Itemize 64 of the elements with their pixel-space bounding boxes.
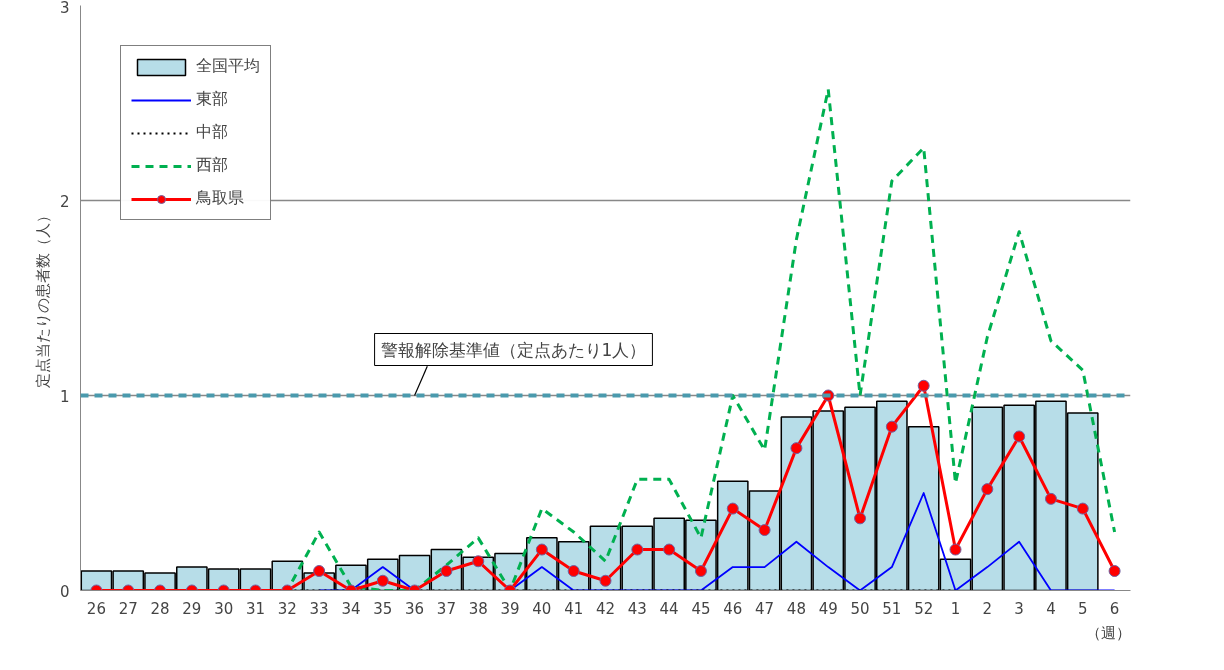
point	[854, 512, 867, 525]
x-tick-label: 33	[309, 599, 329, 618]
point	[758, 524, 771, 537]
x-tick-label: 1	[950, 599, 961, 618]
x-tick-label: 41	[564, 599, 584, 618]
point	[949, 543, 962, 556]
x-tick-label: 45	[691, 599, 711, 618]
x-tick-label: 32	[277, 599, 297, 618]
y-tick-label: 3	[59, 0, 70, 17]
x-tick-label: 48	[786, 599, 806, 618]
x-tick-label: 31	[245, 599, 266, 618]
x-tick-label: 3	[1014, 599, 1024, 618]
point	[535, 543, 548, 556]
x-tick-label: 52	[914, 599, 934, 618]
x-tick-label: 26	[86, 599, 106, 618]
legend-label: 東部	[196, 89, 228, 110]
point	[885, 420, 898, 433]
x-tick-label: 46	[723, 599, 743, 618]
x-tick-label: 30	[214, 599, 234, 618]
point	[981, 483, 994, 496]
legend-label: 中部	[196, 122, 228, 143]
x-tick-label: 2	[982, 599, 993, 618]
y-axis-title: 定点当たりの患者数（人）	[33, 208, 52, 388]
point	[1013, 430, 1026, 443]
x-tick-label: 49	[818, 599, 838, 618]
y-tick-label: 2	[59, 192, 70, 211]
x-tick-label: 6	[1109, 599, 1120, 618]
y-tick-label: 1	[59, 387, 70, 406]
x-tick-label: 34	[341, 599, 361, 618]
point	[726, 502, 739, 515]
point	[917, 379, 930, 392]
x-tick-label: 29	[182, 599, 202, 618]
x-tick-label: 38	[468, 599, 488, 618]
x-tick-label: 51	[882, 599, 902, 618]
point	[663, 543, 676, 556]
point	[1044, 492, 1057, 505]
x-tick-label: 43	[627, 599, 647, 618]
x-tick-label: 36	[405, 599, 425, 618]
point	[790, 442, 803, 455]
point	[1108, 565, 1121, 577]
point	[694, 565, 707, 577]
point	[313, 565, 326, 577]
point	[599, 574, 612, 587]
x-tick-label: 39	[500, 599, 520, 618]
x-tick-label: 4	[1046, 599, 1056, 618]
x-axis-title: （週）	[1085, 623, 1131, 642]
x-tick-label: 47	[755, 599, 775, 618]
y-tick-label: 0	[59, 582, 70, 601]
x-tick-label: 50	[850, 599, 870, 618]
legend-label: 全国平均	[196, 56, 260, 77]
x-tick-label: 42	[595, 599, 616, 618]
point	[472, 555, 485, 568]
point	[1076, 502, 1089, 515]
x-tick-label: 37	[436, 599, 456, 618]
legend-label: 西部	[196, 155, 228, 176]
legend-label: 鳥取県	[196, 188, 244, 209]
x-tick-label: 40	[532, 599, 552, 618]
ref-line-label: 警報解除基準値（定点あたり1人）	[380, 339, 647, 360]
x-tick-label: 28	[150, 599, 170, 618]
x-tick-label: 44	[659, 599, 679, 618]
x-tick-label: 35	[373, 599, 393, 618]
x-tick-label: 27	[118, 599, 138, 618]
point	[631, 543, 644, 556]
x-tick-label: 5	[1078, 599, 1088, 618]
